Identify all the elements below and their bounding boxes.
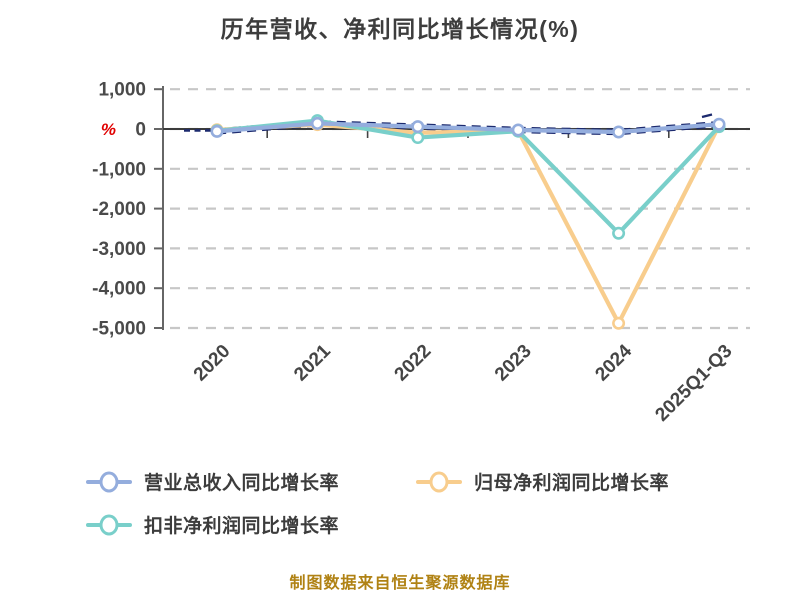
y-tick-label: 0 [135,120,146,141]
x-tick-label: 2020 [190,341,235,386]
data-point-marker[interactable] [511,123,525,137]
x-tick-label: 2024 [591,340,636,385]
legend-marker-icon [86,514,132,536]
x-tick-label: 2021 [290,340,335,385]
x-axis: 2020 2021 2022 2023 2024 2025Q1-Q3 [163,128,750,426]
data-point-marker[interactable] [411,120,425,134]
x-tick-label: 2022 [391,341,436,386]
data-point-marker[interactable] [612,125,626,139]
y-tick-label: 1,000 [98,80,146,101]
legend-item-net_profit[interactable]: 归母净利润同比增长率 [416,468,746,495]
x-tick-label: 2023 [491,341,536,386]
legend-marker-icon [416,471,462,493]
data-point-marker[interactable] [411,131,425,145]
legend-marker-icon [86,471,132,493]
x-tick-label: 2025Q1-Q3 [651,341,736,426]
data-point-marker[interactable] [612,226,626,240]
chart-title: 历年营收、净利同比增长情况(%) [220,16,580,42]
data-point-marker[interactable] [712,117,726,131]
y-tick-label: -5,000 [92,319,146,340]
data-point-marker[interactable] [612,316,626,330]
series-line-revenue [214,121,722,135]
y-tick-label: -4,000 [92,279,146,300]
legend-label: 归母净利润同比增长率 [474,473,670,494]
data-point-marker[interactable] [310,116,324,130]
hidden-label-fragment [701,113,713,119]
y-tick-label: -3,000 [92,239,146,260]
legend-label: 扣非净利润同比增长率 [144,516,340,537]
y-axis-unit-label: % [101,120,116,139]
legend-item-revenue[interactable]: 营业总收入同比增长率 [86,468,416,495]
series-non_recurring [210,114,726,240]
data-point-marker[interactable] [210,124,224,138]
series-line-net_profit [214,122,722,326]
y-tick-label: -2,000 [92,199,146,220]
series-net_profit [210,118,726,330]
data-source-caption: 制图数据来自恒生聚源数据库 [289,575,511,592]
series-revenue [210,116,726,139]
legend-item-non_recurring[interactable]: 扣非净利润同比增长率 [86,511,416,538]
y-axis: 1,000 0 -1,000 -2,000 -3,000 -4,000 -5,000% [92,80,164,340]
chart-legend: 营业总收入同比增长率 归母净利润同比增长率扣非净利润同比增长率 [86,468,746,538]
legend-label: 营业总收入同比增长率 [144,473,340,494]
y-tick-label: -1,000 [92,159,146,180]
series-line-non_recurring [214,118,722,236]
